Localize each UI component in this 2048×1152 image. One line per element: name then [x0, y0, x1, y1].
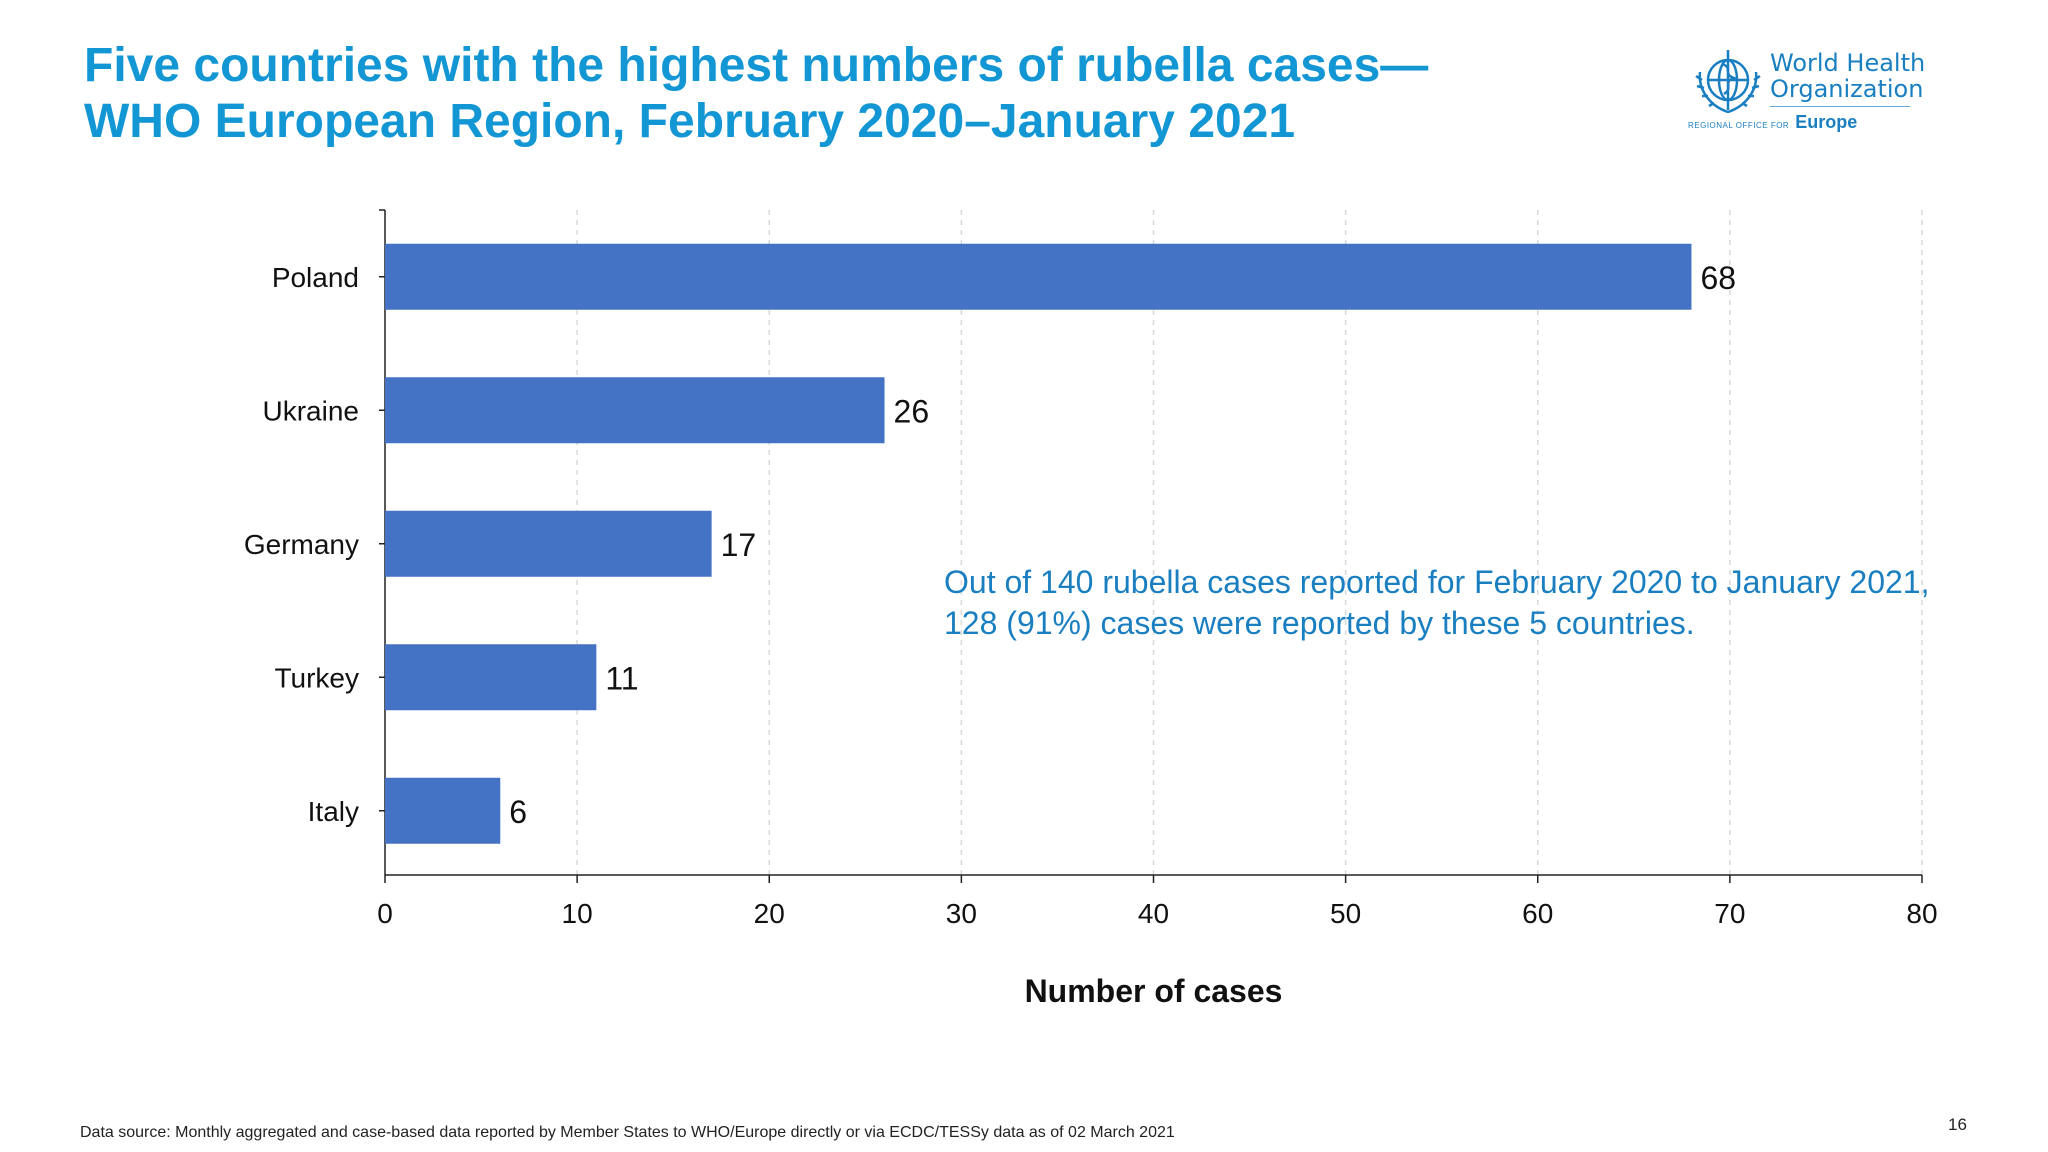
bar-ukraine [385, 377, 885, 444]
x-tick-label-10: 10 [562, 898, 593, 929]
x-tick-label-60: 60 [1522, 898, 1553, 929]
logo-region-big: Europe [1795, 112, 1858, 132]
x-tick-label-50: 50 [1330, 898, 1361, 929]
category-label-turkey: Turkey [274, 662, 359, 693]
who-emblem-icon [1695, 50, 1761, 114]
x-axis-title: Number of cases [1025, 973, 1283, 1009]
logo-region: REGIONAL OFFICE FOR Europe [1688, 112, 1857, 133]
title-line-2: WHO European Region, February 2020–Janua… [84, 95, 1296, 148]
category-label-italy: Italy [308, 796, 359, 827]
data-source-note: Data source: Monthly aggregated and case… [80, 1124, 1175, 1141]
data-label-germany: 17 [721, 527, 757, 563]
bar-turkey [385, 644, 597, 711]
logo-line-2: Organization [1770, 75, 1924, 103]
category-label-ukraine: Ukraine [263, 395, 359, 426]
x-tick-label-20: 20 [754, 898, 785, 929]
logo-wordmark: World Health Organization [1770, 50, 1925, 102]
slide-title: Five countries with the highest numbers … [84, 38, 1584, 150]
data-label-ukraine: 26 [894, 393, 930, 429]
bar-italy [385, 777, 501, 844]
logo-divider [1770, 106, 1910, 107]
x-tick-label-30: 30 [946, 898, 977, 929]
logo-line-1: World Health [1770, 49, 1926, 77]
data-label-poland: 68 [1700, 260, 1736, 296]
title-line-1: Five countries with the highest numbers … [84, 39, 1429, 92]
x-tick-label-70: 70 [1714, 898, 1745, 929]
chart-annotation: Out of 140 rubella cases reported for Fe… [944, 564, 1930, 641]
bar-poland [385, 243, 1692, 310]
page-number: 16 [1948, 1115, 1967, 1134]
category-label-germany: Germany [244, 529, 359, 560]
data-label-italy: 6 [509, 794, 527, 830]
bar-germany [385, 510, 712, 577]
logo-region-small: REGIONAL OFFICE FOR [1688, 121, 1790, 130]
data-label-turkey: 11 [605, 660, 638, 696]
x-tick-label-80: 80 [1906, 898, 1937, 929]
who-logo: World Health Organization REGIONAL OFFIC… [1688, 40, 1928, 150]
x-tick-label-0: 0 [377, 898, 393, 929]
x-tick-label-40: 40 [1138, 898, 1169, 929]
category-label-poland: Poland [272, 262, 359, 293]
